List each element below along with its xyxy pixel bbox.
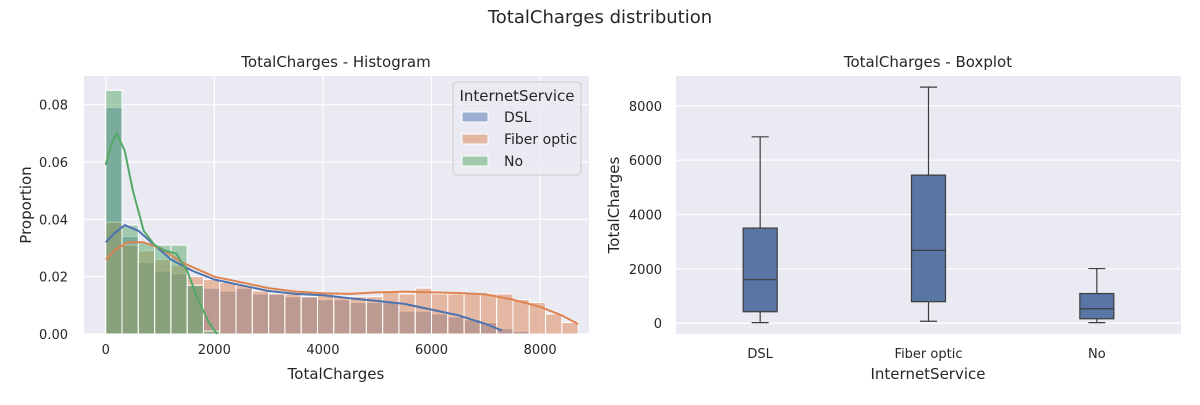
boxplot-y-tick-label: 4000 <box>629 209 662 224</box>
histogram-y-tick-label: 0.06 <box>39 156 68 171</box>
histogram-legend: InternetService DSL Fiber optic No <box>452 81 582 176</box>
histogram-bars <box>105 89 579 335</box>
boxplot-y-axis-label: TotalCharges <box>605 156 623 254</box>
histogram-title: TotalCharges - Histogram <box>240 53 430 71</box>
legend-swatch-dsl <box>461 111 489 123</box>
box-fiber-optic <box>910 86 947 322</box>
histogram-bar-fiber-optic <box>398 293 416 335</box>
boxplot-x-tick-label: No <box>1088 347 1106 362</box>
boxplot-boxes <box>742 86 1115 324</box>
box-no <box>1079 267 1115 324</box>
histogram-bar-fiber-optic <box>512 299 530 335</box>
histogram-bar-fiber-optic <box>268 293 286 335</box>
histogram-bar-fiber-optic <box>284 293 302 335</box>
histogram-bar-fiber-optic <box>235 284 253 335</box>
legend-label-dsl: DSL <box>504 110 532 126</box>
histogram-bar-no <box>105 89 123 335</box>
histogram-bar-no <box>137 241 156 335</box>
histogram-bar-fiber-optic <box>251 290 270 335</box>
boxplot-x-tick-label: DSL <box>747 347 773 362</box>
histogram-x-tick-label: 6000 <box>415 343 448 358</box>
histogram-ticks: 0 2000 4000 6000 8000 0.00 0.02 0.04 0.06 0.08 <box>39 99 557 358</box>
box-body <box>742 227 778 313</box>
kde-line-fiber-optic <box>104 241 579 325</box>
histogram-bar-fiber-optic <box>316 293 335 335</box>
histogram-bar-fiber-optic <box>300 296 318 335</box>
figure-title: TotalCharges distribution <box>487 7 712 28</box>
histogram-bar-no <box>202 330 221 335</box>
histogram-y-tick-label: 0.02 <box>39 271 68 286</box>
histogram-bar-fiber-optic <box>382 290 400 335</box>
box-body <box>1079 292 1115 320</box>
histogram-bar-fiber-optic <box>349 296 367 335</box>
histogram-y-tick-label: 0.04 <box>39 213 68 228</box>
legend-swatch-no <box>461 155 489 167</box>
legend-frame <box>452 81 582 176</box>
histogram-bar-fiber-optic <box>545 313 563 335</box>
box-dsl <box>742 136 778 324</box>
boxplot-x-tick-label: Fiber optic <box>895 347 963 362</box>
boxplot-y-tick-label: 8000 <box>629 100 662 115</box>
histogram-bar-fiber-optic <box>219 281 237 335</box>
kde-line-no <box>104 132 218 335</box>
box-body <box>910 174 947 303</box>
histogram-kde-lines <box>104 132 579 335</box>
histogram-bar-fiber-optic <box>561 322 579 335</box>
boxplot-title: TotalCharges - Boxplot <box>843 53 1012 71</box>
histogram-panel: 0 2000 4000 6000 8000 0.00 0.02 0.04 0.06 0.08 To… <box>17 53 589 383</box>
histogram-x-tick-label: 0 <box>102 343 110 358</box>
histogram-x-tick-label: 2000 <box>198 343 231 358</box>
histogram-x-tick-label: 4000 <box>306 343 339 358</box>
histogram-bar-fiber-optic <box>463 293 481 335</box>
boxplot-panel: 0 2000 4000 6000 8000 DSL Fiber optic No TotalC… <box>605 53 1181 383</box>
legend-swatch-fiber-optic <box>461 133 489 145</box>
histogram-bar-fiber-optic <box>431 293 449 335</box>
histogram-bar-fiber-optic <box>333 296 351 335</box>
legend-title: InternetService <box>460 87 575 105</box>
histogram-y-tick-label: 0.08 <box>39 99 68 114</box>
boxplot-y-tick-label: 6000 <box>629 154 662 169</box>
histogram-y-tick-label: 0.00 <box>39 328 68 343</box>
boxplot-y-tick-label: 2000 <box>629 263 662 278</box>
kde-line-dsl <box>104 224 503 332</box>
legend-label-no: No <box>504 154 523 170</box>
histogram-y-axis-label: Proportion <box>17 166 35 243</box>
legend-label-fiber-optic: Fiber optic <box>504 132 577 148</box>
boxplot-ticks: 0 2000 4000 6000 8000 DSL Fiber optic No <box>629 100 1106 362</box>
boxplot-x-axis-label: InternetService <box>871 365 986 383</box>
histogram-x-axis-label: TotalCharges <box>287 365 385 383</box>
histogram-bar-fiber-optic <box>414 287 433 335</box>
boxplot-y-tick-label: 0 <box>654 317 662 332</box>
histogram-x-tick-label: 8000 <box>524 343 557 358</box>
